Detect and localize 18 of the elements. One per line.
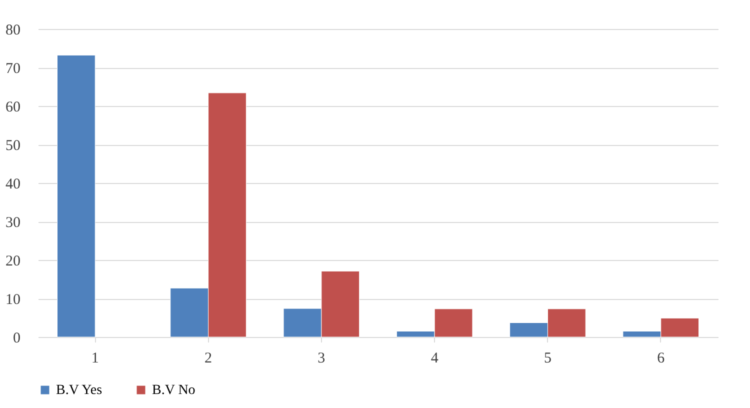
y-tick-label: 60 (6, 100, 20, 116)
y-tick-label: 10 (6, 292, 20, 308)
y-tick-label: 40 (6, 176, 20, 192)
x-tick-label: 4 (430, 350, 439, 366)
y-tick-label: 20 (6, 254, 20, 270)
legend-label: B.V Yes (56, 383, 102, 398)
x-tick-label: 5 (544, 350, 552, 366)
x-tick-label: 2 (204, 350, 212, 366)
y-tick-label: 0 (13, 330, 20, 346)
y-tick-label: 50 (6, 138, 20, 154)
y-tick-label: 70 (6, 61, 20, 77)
y-tick-label: 80 (6, 22, 20, 38)
x-tick-label: 6 (657, 350, 666, 366)
x-tick-label: 3 (318, 350, 326, 366)
x-tick-label: 1 (91, 350, 99, 366)
y-tick-label: 30 (6, 215, 20, 231)
legend-label: B.V No (152, 383, 196, 398)
bar (56, 54, 96, 338)
